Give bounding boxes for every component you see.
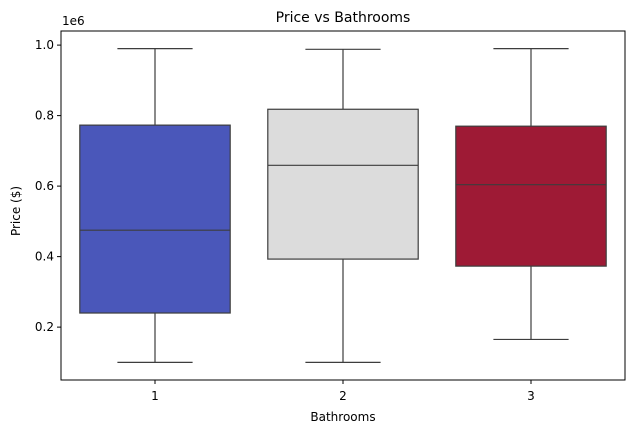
y-tick-label: 0.4 [35, 250, 54, 264]
x-tick-label: 2 [339, 389, 347, 403]
x-axis-label: Bathrooms [310, 410, 375, 424]
y-axis-offset-label: 1e6 [62, 14, 85, 28]
y-tick-label: 0.2 [35, 320, 54, 334]
x-tick-label: 3 [527, 389, 535, 403]
y-tick-label: 1.0 [35, 38, 54, 52]
box-1 [79, 124, 231, 314]
y-axis-label: Price ($) [9, 186, 23, 236]
plot-frame [60, 30, 626, 381]
x-tick-label: 1 [151, 389, 159, 403]
y-tick-label: 0.8 [35, 109, 54, 123]
box-2 [267, 108, 419, 260]
plot-area: 0.2 0.4 0.6 0.8 1.0 1 2 3 [35, 38, 607, 403]
y-tick-label: 0.6 [35, 179, 54, 193]
chart-title: Price vs Bathrooms [276, 10, 411, 26]
box-3 [455, 125, 607, 267]
